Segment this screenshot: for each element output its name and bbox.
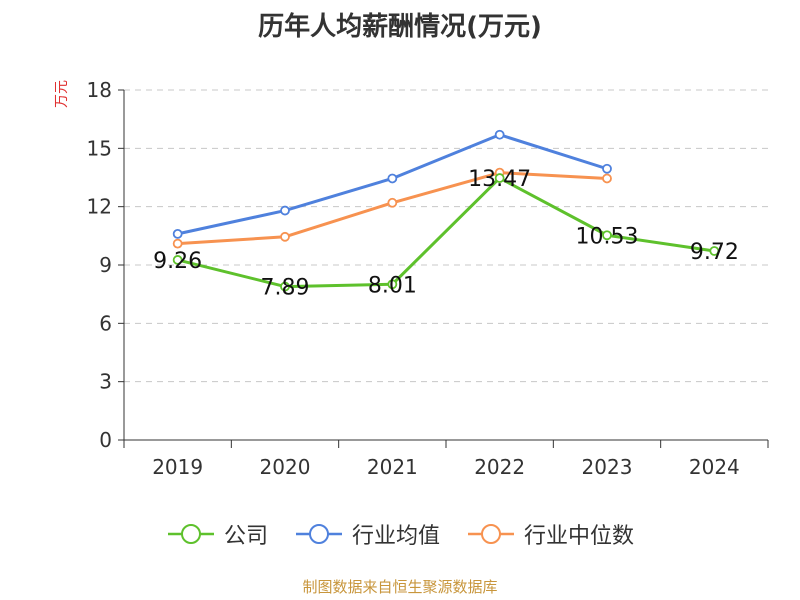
y-tick-label: 6: [99, 311, 112, 335]
data-label: 9.26: [153, 249, 202, 274]
data-point: [602, 230, 612, 241]
data-point: [709, 246, 720, 256]
data-point: [387, 197, 398, 208]
x-tick-label: 2024: [689, 455, 740, 479]
data-label: 13.47: [468, 167, 531, 192]
series-line: [177, 176, 715, 289]
data-point: [172, 238, 183, 249]
legend-item-industry-mean[interactable]: 行业均值: [294, 518, 440, 550]
data-point: [494, 129, 505, 140]
legend-marker-industry-mean: [295, 524, 342, 544]
data-point: [172, 255, 183, 265]
legend-item-industry-median[interactable]: 行业中位数: [466, 518, 634, 550]
chart-title: 历年人均薪酬情况(万元): [258, 12, 542, 42]
legend-label-company: 公司: [223, 524, 268, 549]
data-point: [280, 231, 290, 242]
y-tick-label: 18: [87, 78, 112, 102]
y-tick-label: 12: [87, 195, 112, 219]
data-label: 7.89: [261, 276, 310, 301]
y-tick-label: 15: [87, 136, 112, 160]
legend: 公司 行业均值 行业中位数: [0, 518, 800, 550]
y-tick-label: 9: [99, 253, 112, 277]
data-label: 10.53: [576, 224, 639, 249]
y-tick-label: 0: [99, 428, 112, 452]
data-point: [602, 173, 612, 184]
series-line: [177, 133, 608, 236]
data-point: [280, 281, 290, 292]
legend-marker-industry-median: [468, 524, 514, 544]
x-tick-label: 2022: [474, 455, 525, 479]
data-point: [280, 205, 290, 216]
y-tick-label: 3: [99, 370, 112, 394]
data-point: [387, 173, 398, 184]
data-point: [494, 173, 505, 183]
x-tick-label: 2020: [260, 455, 311, 479]
x-tick-label: 2023: [582, 455, 633, 479]
legend-item-company[interactable]: 公司: [166, 518, 268, 550]
legend-label-industry-mean: 行业均值: [351, 524, 440, 549]
data-source-note: 制图数据来自恒生聚源数据库: [302, 578, 498, 596]
data-point: [387, 279, 398, 290]
legend-label-industry-median: 行业中位数: [524, 524, 635, 549]
data-point: [172, 228, 183, 239]
x-tick-label: 2019: [152, 455, 203, 479]
legend-marker-company: [167, 524, 214, 544]
data-label: 9.72: [690, 240, 739, 265]
x-tick-label: 2021: [367, 455, 418, 479]
data-label: 8.01: [368, 273, 417, 298]
data-point: [602, 163, 612, 174]
